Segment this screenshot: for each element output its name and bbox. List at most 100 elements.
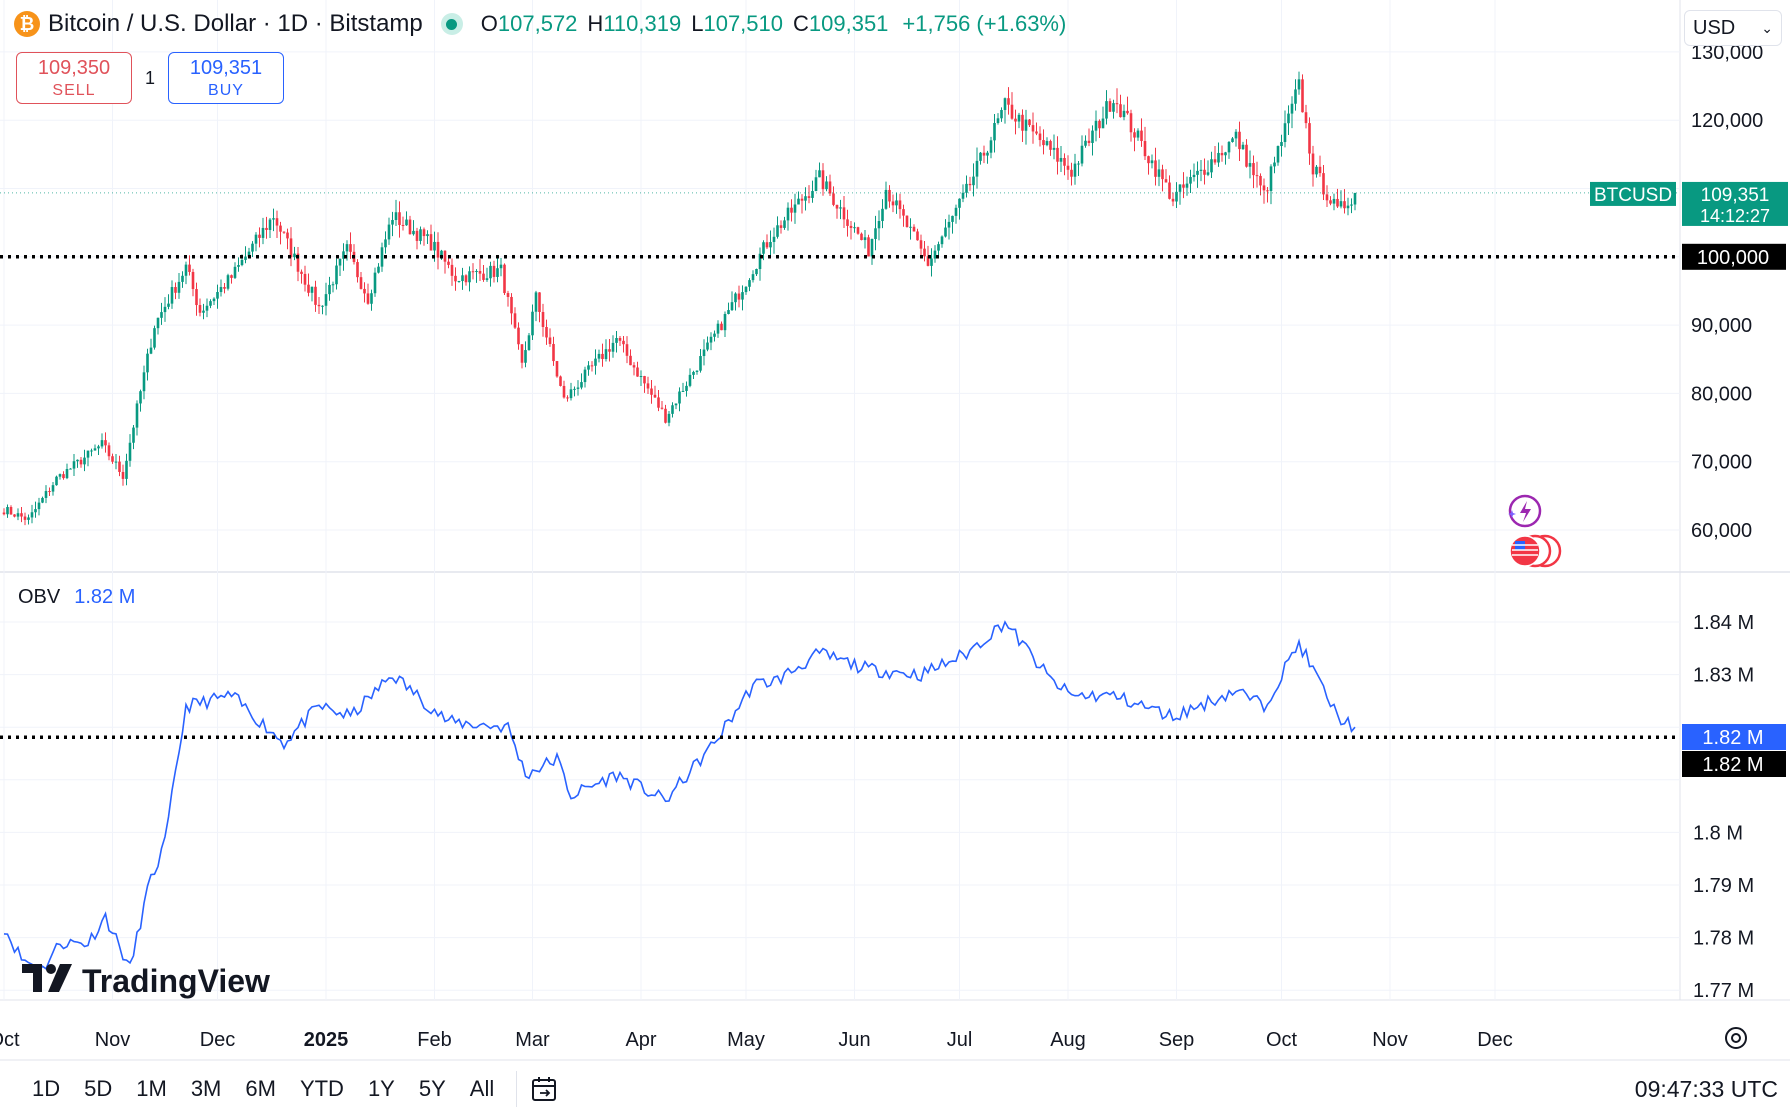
candle-body bbox=[1150, 160, 1154, 164]
candle-body bbox=[1339, 201, 1343, 207]
candle-body bbox=[1126, 110, 1129, 114]
utc-clock[interactable]: 09:47:33 UTC bbox=[1634, 1076, 1778, 1102]
order-quantity[interactable]: 1 bbox=[144, 67, 155, 88]
candle-body bbox=[734, 293, 737, 303]
time-tick-label: Oct bbox=[0, 1029, 20, 1051]
range-5d[interactable]: 5D bbox=[84, 1076, 113, 1101]
candle-body bbox=[44, 491, 48, 498]
candle-body bbox=[30, 512, 34, 518]
candle-body bbox=[426, 234, 429, 237]
us-economic-event-icon[interactable] bbox=[1509, 534, 1562, 568]
candle-body bbox=[534, 292, 538, 312]
buy-label: BUY bbox=[208, 81, 244, 99]
time-tick-label: Sep bbox=[1159, 1029, 1195, 1051]
candle-body bbox=[800, 198, 804, 201]
candle-body bbox=[989, 140, 993, 153]
candle-body bbox=[825, 181, 828, 190]
range-all[interactable]: All bbox=[469, 1076, 495, 1101]
candle-body bbox=[881, 208, 884, 222]
range-1m[interactable]: 1M bbox=[136, 1076, 167, 1101]
candle-body bbox=[573, 388, 576, 390]
last-price-text: 109,351 bbox=[1701, 185, 1770, 206]
candle-body bbox=[1322, 173, 1325, 195]
candle-body bbox=[1021, 114, 1024, 131]
range-6m[interactable]: 6M bbox=[245, 1076, 276, 1101]
toolbar-divider bbox=[516, 1071, 518, 1107]
range-1y[interactable]: 1Y bbox=[367, 1076, 395, 1101]
time-tick-label: Nov bbox=[1372, 1029, 1408, 1051]
candle-body bbox=[475, 271, 478, 273]
candle-body bbox=[772, 236, 776, 242]
time-tick-label: 2025 bbox=[304, 1029, 349, 1051]
candle-body bbox=[324, 294, 328, 306]
candle-body bbox=[1343, 201, 1346, 209]
candle-body bbox=[940, 236, 944, 245]
tradingview-logo[interactable]: TradingView bbox=[22, 962, 270, 1001]
gear-icon[interactable] bbox=[1725, 1027, 1747, 1049]
candle-body bbox=[1031, 125, 1035, 132]
symbol-title[interactable]: Bitcoin / U.S. Dollar · 1D · Bitstamp bbox=[48, 10, 423, 37]
candle-body bbox=[492, 265, 496, 277]
sell-button[interactable]: 109,350 SELL bbox=[16, 52, 132, 104]
candle-body bbox=[489, 265, 492, 279]
candle-body bbox=[1308, 123, 1311, 154]
candle-body bbox=[1350, 204, 1353, 206]
candle-body bbox=[1276, 146, 1280, 163]
candle-body bbox=[503, 264, 506, 294]
change-value: +1,756 (+1.63%) bbox=[902, 11, 1067, 36]
candle-body bbox=[457, 281, 461, 283]
range-5y[interactable]: 5Y bbox=[418, 1076, 446, 1101]
candle-body bbox=[1220, 152, 1224, 156]
candle-body bbox=[303, 273, 307, 285]
range-1d[interactable]: 1D bbox=[32, 1076, 61, 1101]
candle-body bbox=[391, 219, 394, 225]
candle-body bbox=[839, 207, 842, 209]
candle-body bbox=[671, 405, 674, 414]
bar-countdown: 14:12:27 bbox=[1700, 206, 1770, 226]
candle-body bbox=[293, 253, 296, 258]
obv-tick-label: 1.84 M bbox=[1693, 612, 1754, 634]
candle-body bbox=[594, 358, 597, 366]
candle-body bbox=[1290, 103, 1294, 114]
candle-body bbox=[590, 365, 594, 367]
time-tick-label: Feb bbox=[417, 1029, 451, 1051]
range-ytd[interactable]: YTD bbox=[299, 1076, 344, 1101]
obv-value: 1.82 M bbox=[74, 586, 136, 608]
candle-body bbox=[856, 227, 860, 234]
lightning-event-icon[interactable] bbox=[1508, 494, 1542, 528]
candle-body bbox=[608, 349, 611, 352]
candle-body bbox=[237, 265, 240, 267]
candle-body bbox=[321, 305, 324, 307]
candle-body bbox=[1010, 104, 1014, 119]
candle-body bbox=[1077, 163, 1080, 165]
candle-body bbox=[331, 284, 335, 286]
range-3m[interactable]: 3M bbox=[190, 1076, 222, 1101]
candle-body bbox=[34, 509, 37, 513]
candle-body bbox=[545, 326, 548, 338]
candle-body bbox=[114, 461, 118, 463]
obv-name[interactable]: OBV bbox=[18, 586, 61, 608]
candle-body bbox=[356, 262, 359, 278]
symbol-tag[interactable] bbox=[1590, 181, 1676, 206]
candle-body bbox=[555, 361, 559, 377]
candle-body bbox=[653, 394, 657, 398]
buy-button[interactable]: 109,351 BUY bbox=[168, 52, 284, 104]
candle-body bbox=[394, 212, 398, 220]
candle-body bbox=[877, 221, 881, 229]
candle-body bbox=[1056, 147, 1059, 162]
candle-body bbox=[583, 369, 587, 383]
time-tick-label: Nov bbox=[95, 1029, 131, 1051]
candle-body bbox=[86, 450, 90, 458]
candle-body bbox=[1315, 166, 1318, 175]
candle-body bbox=[233, 266, 237, 278]
candle-body bbox=[748, 280, 751, 287]
candle-body bbox=[1147, 156, 1150, 164]
currency-select[interactable]: USD ⌄ bbox=[1684, 10, 1782, 46]
candle-body bbox=[174, 287, 177, 293]
obv-last-text: 1.82 M bbox=[1702, 727, 1763, 749]
obv-tick-label: 1.78 M bbox=[1693, 928, 1754, 950]
time-tick-label: Apr bbox=[625, 1029, 656, 1051]
candle-body bbox=[265, 227, 268, 230]
calendar-icon[interactable] bbox=[529, 1074, 559, 1104]
